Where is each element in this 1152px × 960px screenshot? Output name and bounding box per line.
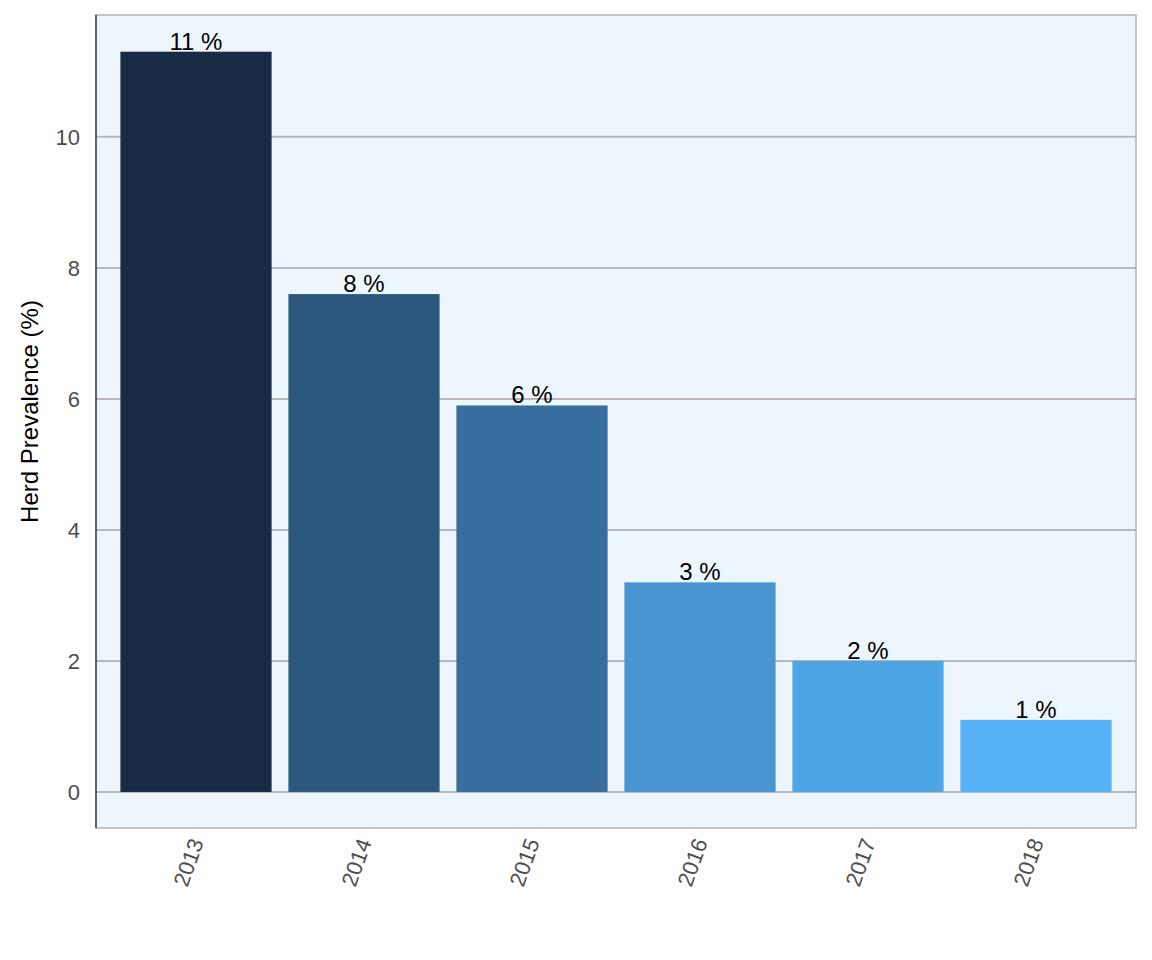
data-label: 3 % [679,558,720,585]
data-label: 2 % [847,637,888,664]
x-tick-label: 2013 [168,835,208,890]
chart-svg: 0 2 4 6 8 10 11 % 8 % 6 % 3 % 2 % 1 % 2013 2014 2015 20… [0,0,1152,960]
y-tick-label: 0 [68,780,80,805]
x-tick-label: 2017 [840,835,880,890]
plot-frame [96,15,1136,828]
bar [288,294,439,792]
bar [120,52,271,792]
bars [120,52,1111,792]
plot-background [96,15,1136,828]
bar [960,720,1111,792]
y-tick-label: 8 [68,256,80,281]
bar [624,582,775,792]
chart-container: 0 2 4 6 8 10 11 % 8 % 6 % 3 % 2 % 1 % 2013 2014 2015 20… [0,0,1152,960]
data-label: 8 % [343,270,384,297]
x-tick-label: 2014 [336,835,376,890]
y-axis-title: Herd Prevalence (%) [16,300,43,523]
y-axis-line [96,15,97,828]
y-tick-label: 6 [68,387,80,412]
data-label: 1 % [1015,696,1056,723]
x-tick-label: 2015 [504,835,544,890]
x-tick-label: 2016 [672,835,712,890]
y-tick-label: 2 [68,649,80,674]
data-label: 11 % [170,28,223,55]
bar [792,661,943,792]
y-tick-label: 4 [68,518,80,543]
data-label: 6 % [511,381,552,408]
y-tick-label: 10 [56,125,80,150]
bar [456,405,607,792]
x-tick-label: 2018 [1008,835,1048,890]
